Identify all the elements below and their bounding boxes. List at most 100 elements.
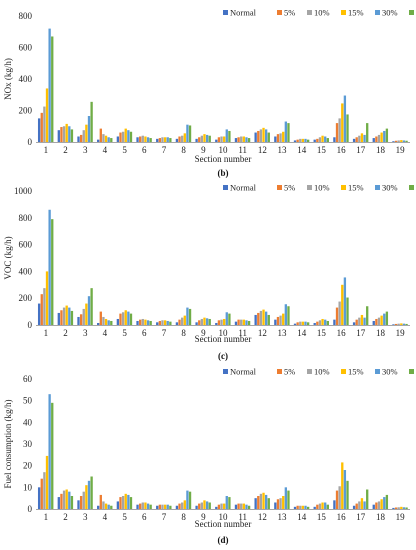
bar	[321, 135, 324, 142]
bar	[205, 134, 209, 142]
bar	[375, 136, 378, 142]
bar	[380, 132, 383, 142]
x-tick-label: 5	[122, 328, 127, 338]
bar	[394, 140, 398, 142]
bar	[139, 136, 142, 142]
y-tick-label: 30	[23, 439, 33, 449]
bar	[124, 493, 127, 509]
bar	[203, 317, 206, 325]
bar	[316, 321, 319, 325]
bar	[175, 138, 179, 142]
bar	[338, 118, 341, 143]
bar	[156, 505, 159, 509]
bar	[324, 319, 327, 325]
bar	[284, 304, 287, 325]
bar	[119, 132, 122, 142]
bar	[321, 318, 324, 325]
bar	[346, 297, 349, 325]
x-tick-label: 10	[219, 328, 229, 338]
bar	[124, 310, 127, 325]
bar	[240, 503, 243, 509]
x-tick-label: 17	[356, 328, 366, 338]
y-tick-label: 600	[19, 240, 33, 250]
bar	[363, 501, 366, 509]
y-tick-label: 20	[23, 461, 33, 471]
x-tick-label: 6	[142, 328, 147, 338]
x-tick-label: 4	[103, 328, 108, 338]
bar	[104, 135, 108, 142]
legend-swatch	[223, 10, 228, 15]
bar	[79, 314, 83, 325]
bar	[60, 493, 63, 509]
bar	[296, 322, 299, 325]
bar	[195, 505, 198, 509]
bar	[262, 309, 265, 325]
legend-swatch	[341, 185, 346, 190]
bar	[178, 136, 181, 142]
bar	[57, 497, 60, 509]
y-tick-label: 200	[19, 293, 33, 303]
bar	[161, 137, 164, 142]
bar	[402, 507, 406, 509]
bar	[394, 323, 398, 325]
bar	[99, 494, 102, 509]
bar	[175, 322, 179, 325]
bar	[306, 322, 310, 325]
legend-label: 15%	[348, 367, 364, 377]
bar	[363, 134, 366, 142]
bar	[90, 476, 93, 509]
bar	[215, 506, 218, 509]
x-tick-label: 9	[201, 328, 206, 338]
bar	[358, 501, 361, 509]
bar	[85, 303, 88, 325]
bar	[372, 504, 375, 509]
bar	[87, 480, 91, 509]
bar	[144, 319, 147, 325]
bar	[402, 323, 406, 325]
x-tick-label: 7	[162, 512, 167, 522]
legend-swatch	[375, 369, 380, 374]
y-tick-label: 40	[23, 417, 33, 427]
y-tick-label: 200	[19, 106, 33, 116]
legend-swatch	[375, 10, 380, 15]
bar	[262, 492, 265, 509]
bar	[279, 498, 282, 509]
legend-label: 5%	[284, 183, 295, 193]
bar	[245, 504, 248, 509]
x-tick-label: 6	[142, 145, 147, 155]
bar	[343, 470, 347, 509]
bar	[343, 95, 347, 142]
bar	[124, 128, 127, 142]
x-axis-label: Section number	[195, 334, 252, 344]
bar	[321, 502, 324, 509]
bar	[405, 323, 408, 325]
bar	[352, 505, 356, 509]
bar	[264, 494, 268, 509]
x-tick-label: 17	[356, 145, 366, 155]
bar	[127, 494, 130, 509]
bar	[175, 505, 179, 509]
bar	[158, 138, 162, 142]
bar	[242, 136, 245, 142]
bar	[102, 134, 105, 143]
x-tick-label: 10	[219, 145, 229, 155]
bar	[267, 498, 270, 509]
x-tick-label: 8	[181, 145, 186, 155]
bar	[313, 322, 316, 325]
bar	[127, 130, 130, 142]
bar	[397, 507, 400, 509]
bar	[366, 123, 369, 142]
bar	[43, 288, 46, 325]
x-tick-label: 3	[83, 328, 88, 338]
panel-caption: (d)	[218, 535, 229, 545]
bar	[45, 271, 49, 325]
bar	[163, 504, 167, 509]
bar	[333, 500, 336, 509]
bar	[324, 502, 327, 509]
bar	[149, 320, 152, 325]
bar	[217, 504, 221, 509]
bar	[141, 502, 144, 509]
bar	[57, 312, 60, 325]
bar	[380, 499, 383, 509]
bar	[237, 503, 240, 509]
